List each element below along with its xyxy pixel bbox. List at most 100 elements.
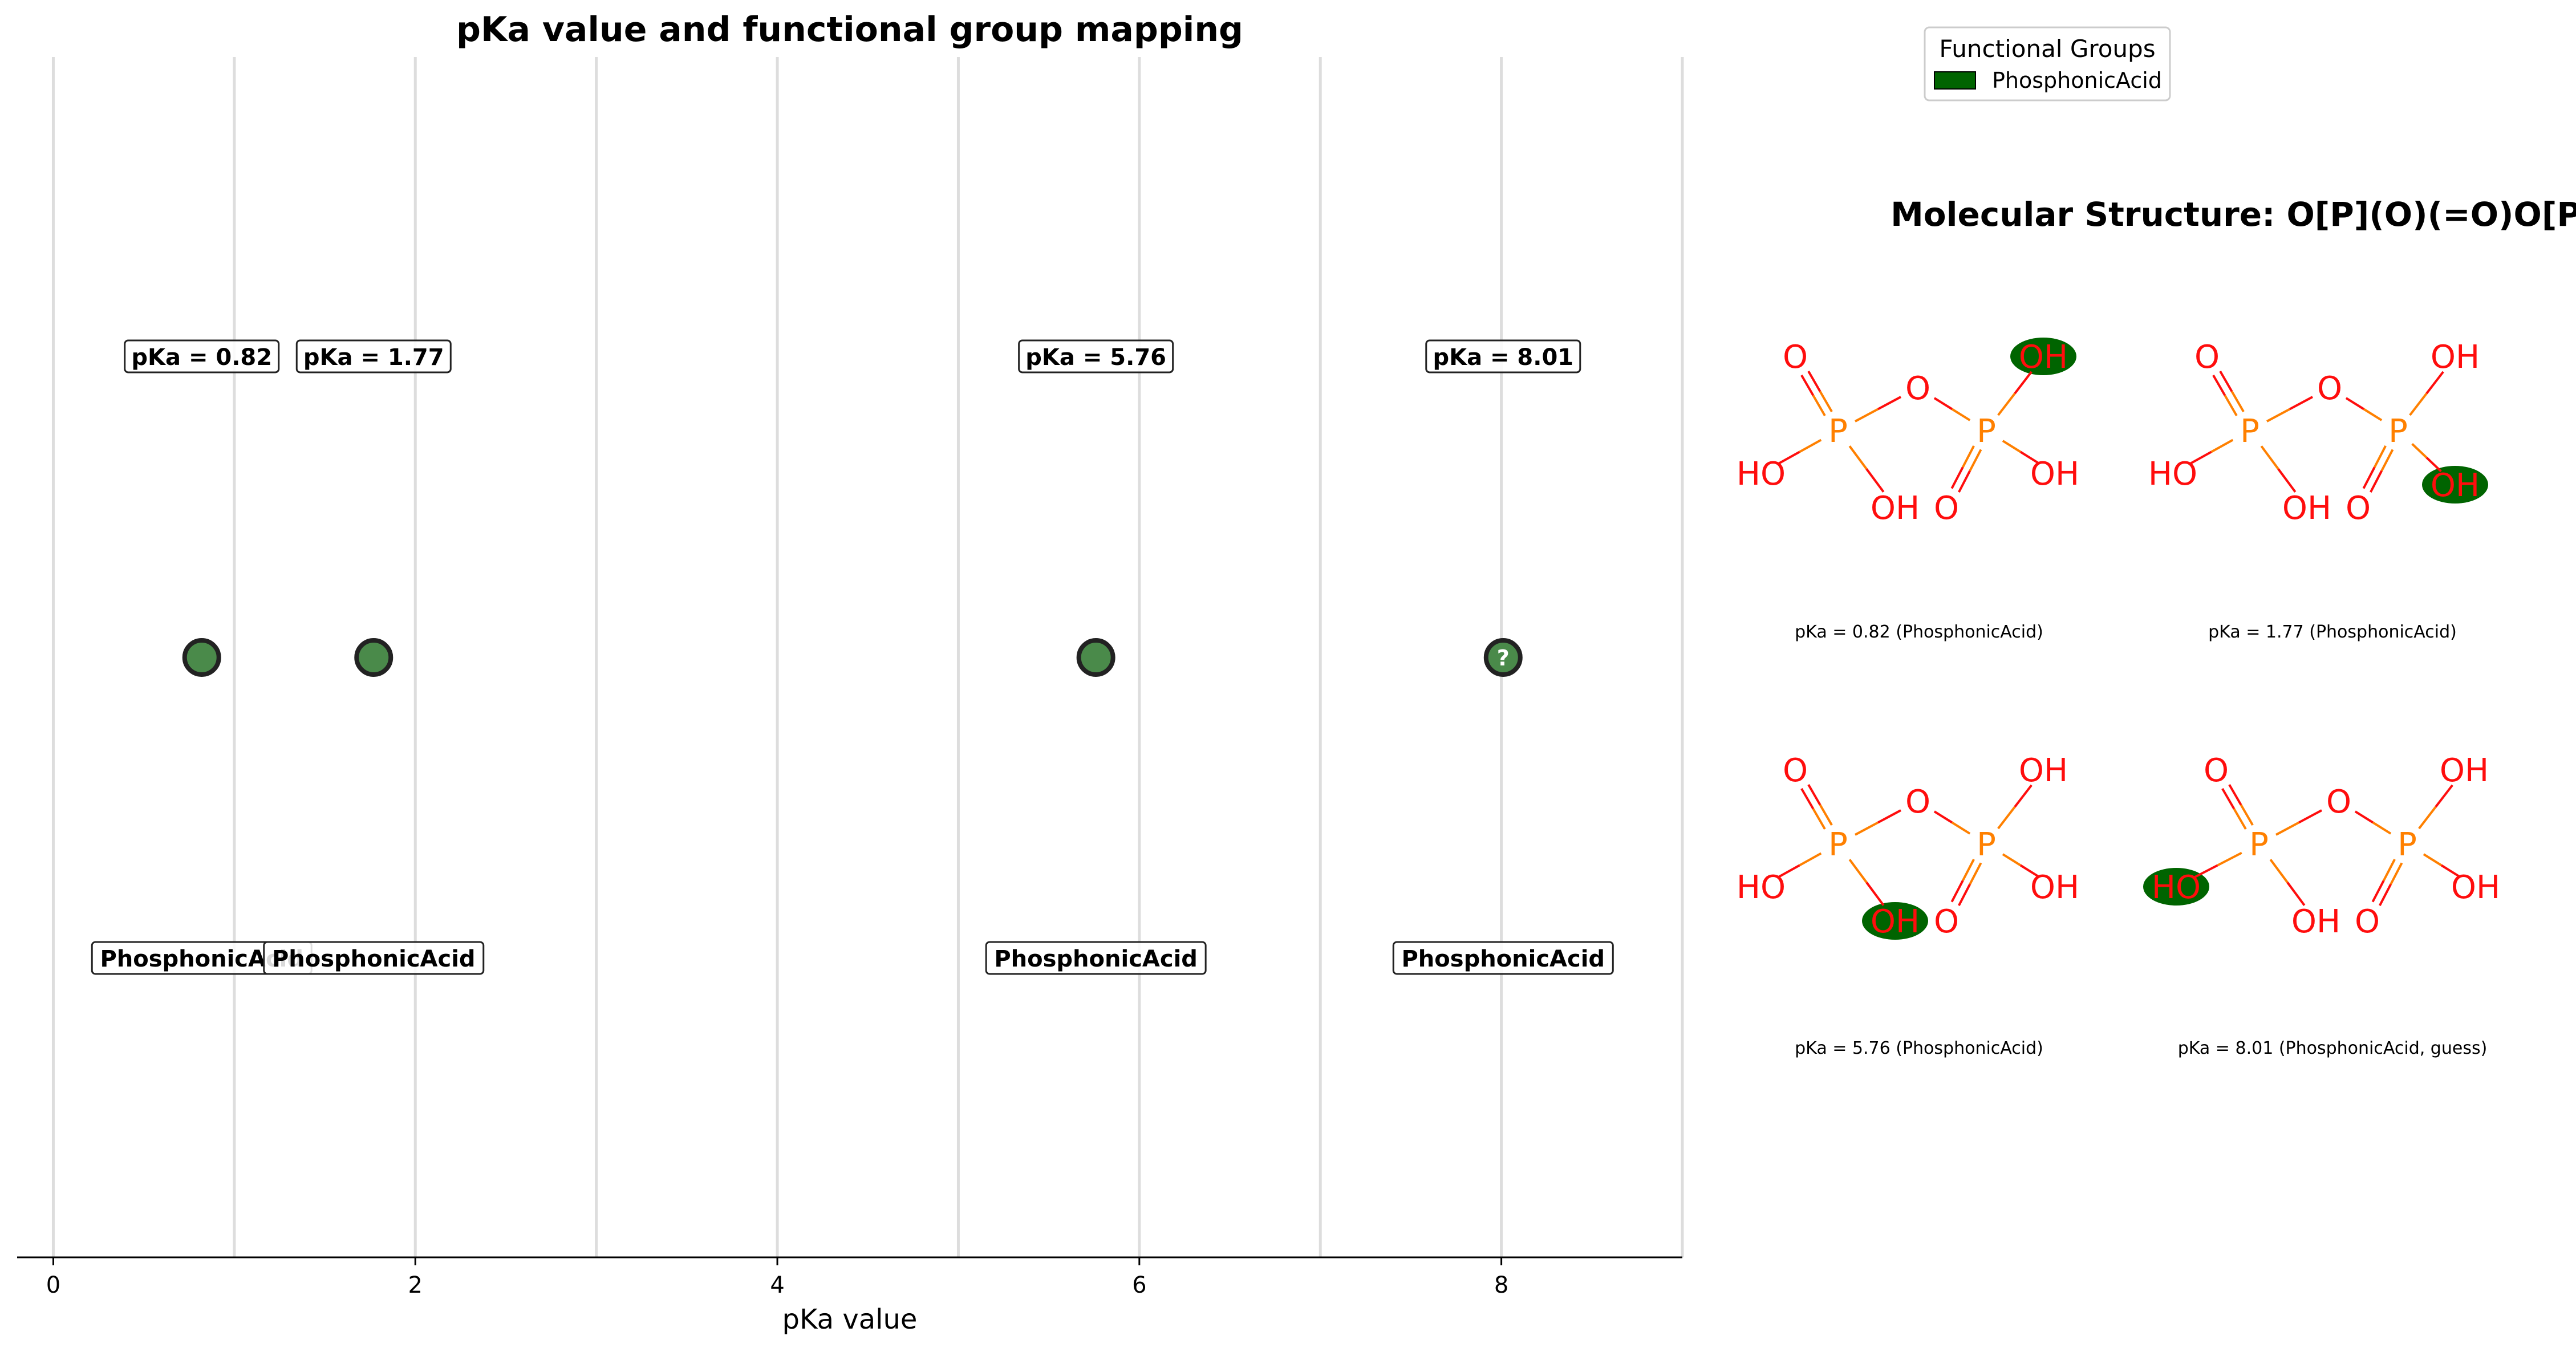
pka-labels: pKa = 0.82 pKa = 1.77 pKa = 5.76 pKa = 8.01	[124, 339, 1581, 373]
group-label-text: PhosphonicAcid	[1401, 946, 1605, 972]
bond-line	[2233, 808, 2247, 830]
bond-line	[2230, 391, 2245, 413]
x-axis-ticks: 0 2 4 6 8	[46, 1257, 1508, 1298]
bond-line	[1855, 821, 1879, 836]
bond-line	[2440, 864, 2460, 878]
bond-line	[1819, 391, 1833, 413]
bond-line	[2354, 810, 2374, 824]
atom-label: HO	[1737, 456, 1786, 493]
bond-line	[2425, 457, 2442, 473]
pka-chart: 0 2 4 6 8 pKa value and functional group map…	[17, 10, 1684, 1335]
bond-line	[1819, 804, 1833, 826]
atom-label: OH	[1871, 903, 1920, 940]
atom-label: P	[2249, 826, 2269, 863]
atom-label: OH	[2030, 456, 2079, 493]
group-label-box	[985, 941, 1207, 975]
atom-label: HO	[1737, 869, 1786, 906]
atom-label: O	[1905, 783, 1930, 821]
group-label: PhosphonicAcid	[1392, 941, 1614, 975]
bond-line	[2411, 442, 2428, 458]
bond-line	[1877, 396, 1901, 411]
pka-label-text: pKa = 0.82	[131, 344, 272, 371]
bond-line	[2224, 395, 2238, 417]
bond-line	[2019, 450, 2039, 464]
pka-label: pKa = 0.82	[124, 339, 280, 373]
bond-line	[1865, 468, 1885, 493]
group-label: PhosphonicAcid	[985, 941, 1207, 975]
bond-line	[1997, 806, 2016, 830]
bond-line	[1777, 864, 1800, 879]
bond-line	[2371, 880, 2385, 903]
group-label-box	[1392, 941, 1614, 975]
atom-label: OH	[2431, 339, 2480, 376]
bond-line	[1969, 862, 1982, 885]
atom-label: OH	[2019, 752, 2068, 789]
bond-line	[2423, 853, 2443, 867]
atom-label: P	[1977, 413, 1996, 450]
legend-swatch	[1934, 71, 1976, 90]
highlight-ellipse	[1862, 902, 1928, 940]
bond-line	[1799, 852, 1822, 867]
atom-label: P	[2397, 826, 2417, 863]
structure-panel: Molecular Structure: O[P](O)(=O)O[P](O)(…	[1737, 195, 2576, 1058]
guess-marker: ?	[1497, 645, 1510, 671]
bond-line	[1777, 450, 1800, 465]
bond-line	[1933, 397, 1953, 411]
bond-line	[2019, 864, 2039, 878]
group-label: PhosphonicAcid	[263, 941, 485, 975]
atom-label: P	[2240, 413, 2259, 450]
bond-line	[2435, 784, 2453, 808]
bond-line	[1950, 880, 1964, 903]
structure-caption: pKa = 5.76 (PhosphonicAcid)	[1795, 1038, 2043, 1058]
bond-line	[1812, 808, 1826, 830]
bond-line	[2298, 809, 2322, 824]
group-label-text: PhosphonicAcid	[272, 946, 476, 972]
atom-label: OH	[1871, 490, 1920, 527]
bond-line	[1962, 859, 1975, 882]
atom-label: O	[1905, 370, 1930, 407]
chart-title: pKa value and functional group mapping	[456, 10, 1243, 50]
bond-line	[2228, 783, 2242, 806]
bond-line	[2409, 392, 2428, 416]
data-points: ?	[182, 638, 1523, 677]
bond-line	[1848, 859, 1868, 883]
bond-line	[2363, 408, 2383, 421]
pka-label-text: pKa = 1.77	[303, 344, 444, 371]
bond-line	[2002, 853, 2022, 867]
x-tick-label: 6	[1132, 1272, 1146, 1298]
legend-item-label: PhosphonicAcid	[1992, 68, 2162, 93]
atom-label: OH	[2282, 490, 2331, 527]
bond-line	[1877, 809, 1901, 824]
pka-label: pKa = 5.76	[1018, 339, 1174, 373]
bond-line	[1807, 370, 1822, 392]
bond-line	[2212, 374, 2226, 396]
bond-line	[2002, 440, 2022, 453]
x-tick-label: 0	[46, 1272, 60, 1298]
bond-line	[1958, 883, 1971, 906]
atom-label: OH	[2291, 903, 2340, 940]
x-axis-label: pKa value	[782, 1304, 918, 1335]
atom-label: O	[2204, 752, 2229, 789]
bond-line	[1962, 445, 1975, 468]
bond-line	[2240, 804, 2254, 826]
bond-line	[2014, 784, 2033, 808]
atom-label: O	[1783, 752, 1808, 789]
data-point	[354, 638, 394, 677]
bond-line	[1997, 392, 2016, 416]
bond-line	[1969, 449, 1982, 472]
pka-label-box	[1018, 339, 1174, 373]
bond-line	[1950, 466, 1964, 489]
x-tick-label: 8	[1494, 1272, 1508, 1298]
atom-label: P	[2388, 413, 2408, 450]
bond-line	[2379, 883, 2392, 906]
atom-label: P	[1977, 826, 1996, 863]
atom-label: O	[2326, 783, 2351, 821]
bond-line	[2266, 408, 2290, 423]
bond-line	[2260, 445, 2279, 470]
bond-line	[2275, 821, 2299, 836]
bond-line	[1812, 395, 1826, 417]
